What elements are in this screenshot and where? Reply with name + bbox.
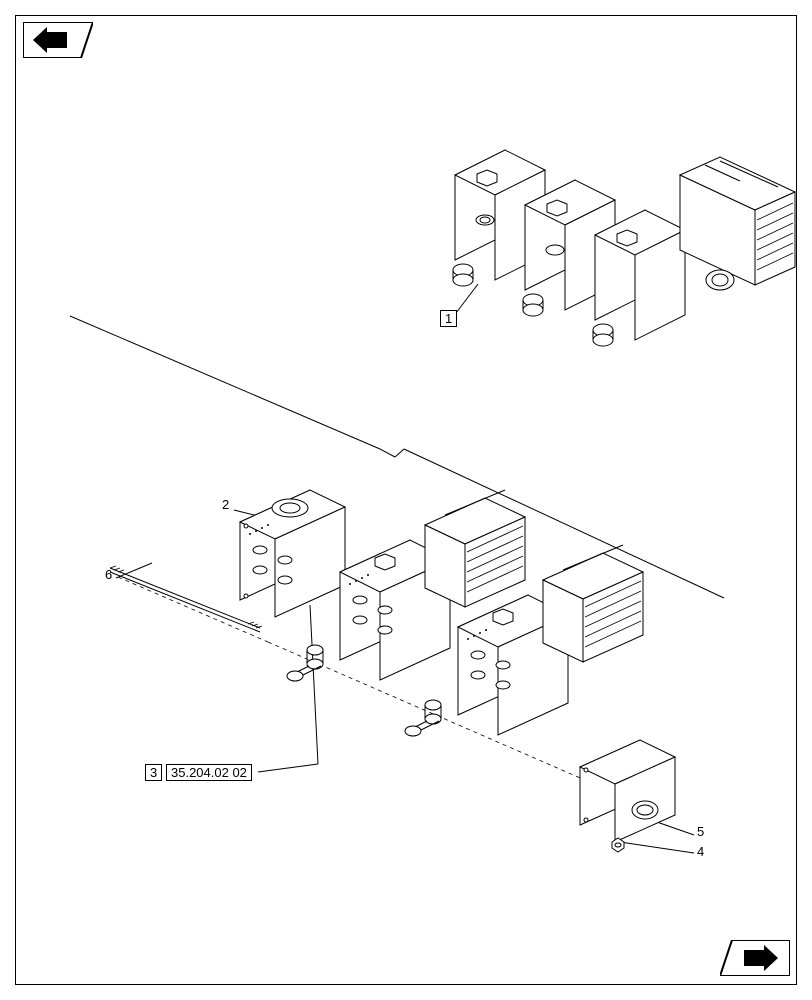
- callout-ref: 35.204.02 02: [166, 764, 252, 781]
- callout-3: 3: [145, 764, 162, 781]
- callout-2: 2: [222, 498, 229, 511]
- callout-5: 5: [697, 825, 704, 838]
- callout-4: 4: [697, 845, 704, 858]
- callout-6: 6: [105, 568, 112, 581]
- diagram-canvas: 1 2 6 3 35.204.02 02 5 4: [0, 0, 812, 1000]
- callout-1: 1: [440, 310, 457, 327]
- exploded-view-diagram: [0, 0, 812, 1000]
